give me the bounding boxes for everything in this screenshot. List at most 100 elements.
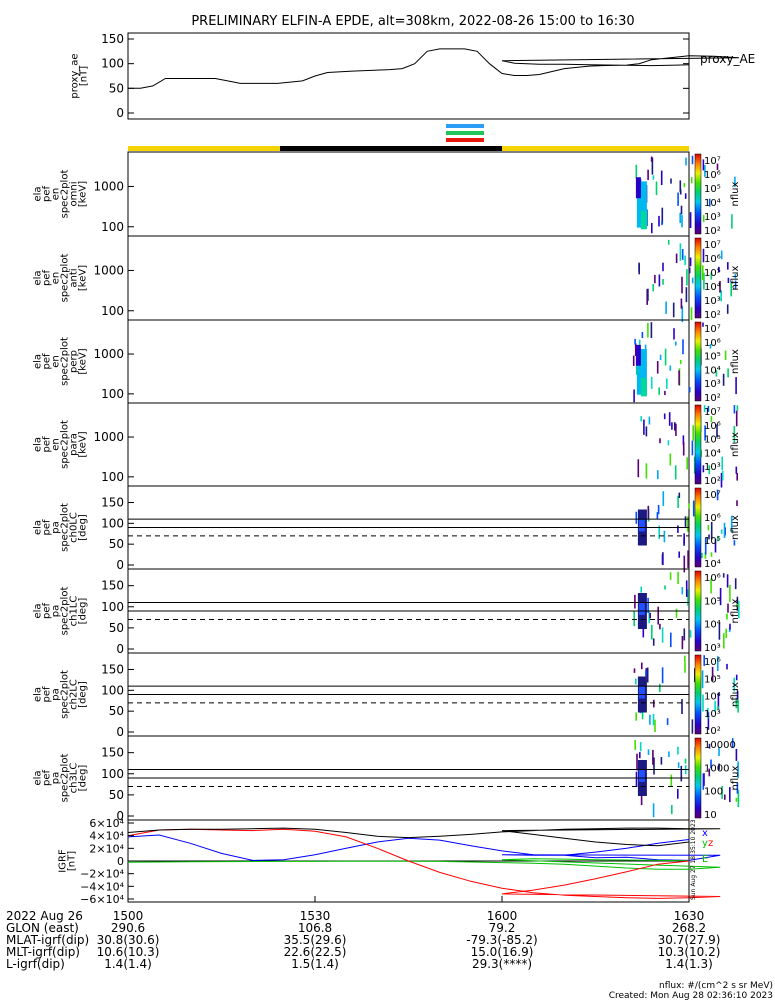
bgrf-tick-label: −4×10⁴: [80, 880, 124, 893]
spectrogram-streak: [677, 762, 680, 768]
spectrogram-streak: [707, 406, 710, 412]
spectrogram-streak: [663, 530, 666, 543]
spectrogram-streak: [703, 272, 705, 290]
x-axis-row-value: 35.5(29.6): [284, 933, 347, 947]
panel-y-label-line-5: [keV]: [78, 431, 89, 457]
spectrogram-streak: [717, 656, 719, 671]
spectrogram-streak: [681, 215, 683, 228]
spectrogram-core: [636, 349, 647, 395]
spectrogram-streak: [737, 761, 739, 779]
spectrogram-streak: [669, 453, 672, 466]
spectrogram-streak: [633, 611, 635, 627]
colorbar-tick-label: 10⁶: [704, 338, 721, 349]
spectrogram-streak: [646, 667, 649, 683]
x-axis-row-value: -79.3(-85.2): [466, 933, 537, 947]
spectrogram-streak: [726, 304, 729, 314]
x-axis-row-value: 30.8(30.6): [97, 933, 160, 947]
panel-tick-label: 50: [109, 704, 124, 718]
panel-y-label-line-1: pef: [42, 686, 53, 703]
spectrogram-streak: [662, 262, 664, 272]
colorbar-tick-label: 10⁶: [704, 170, 721, 181]
panel-tick-label: 1000: [93, 263, 124, 277]
panel-y-label-line-0: ela: [33, 770, 44, 785]
panel-tick-label: 0: [116, 642, 124, 656]
colorbar: [694, 404, 702, 485]
panel-tick-label: 100: [101, 304, 124, 318]
spectrogram-streak: [735, 674, 738, 681]
colorbar-tick-label: 10⁶: [704, 421, 721, 432]
spectrogram-streak: [648, 416, 651, 425]
spectrogram-streak: [675, 608, 678, 618]
spectrogram-streak: [671, 422, 673, 430]
spectrogram-streak: [734, 176, 736, 187]
spectrogram-streak: [733, 425, 736, 443]
panel-y-label-line-0: ela: [33, 687, 44, 702]
spectrogram-streak: [684, 758, 687, 764]
spectrogram-streak: [647, 288, 649, 301]
spectrogram-core: [638, 519, 645, 532]
bgrf-side-note: Sun Aug 27 18:35:10 2023: [690, 819, 697, 900]
spectrogram-streak: [680, 765, 683, 782]
spectrogram-streak: [652, 749, 654, 765]
spectrogram-streak: [708, 198, 711, 207]
spectrogram-core: [635, 344, 641, 366]
spectrogram-streak: [726, 663, 728, 670]
spectrogram-streak: [730, 515, 733, 532]
panel-y-label-line-5: [keV]: [78, 348, 89, 374]
spectrogram-streak: [647, 322, 649, 338]
x-axis-row-label: GLON (east): [6, 921, 79, 935]
spectrogram-streak: [687, 550, 689, 568]
bgrf-line-z: [127, 828, 721, 899]
panel-tick-label: 150: [101, 746, 124, 760]
spectrogram-streak: [677, 746, 679, 755]
colorbar-label: nflux: [730, 265, 741, 290]
spectrogram-streak: [716, 163, 719, 170]
spectrogram-streak: [645, 670, 647, 676]
spectrogram-streak: [634, 338, 636, 345]
spectrogram-streak: [659, 623, 661, 630]
spectrogram-streak: [735, 748, 738, 761]
spectrogram-streak: [727, 368, 729, 378]
spectrogram-streak: [684, 255, 686, 266]
spectrogram-streak: [738, 600, 740, 619]
spectrogram-streak: [703, 405, 706, 413]
spectrogram-streak: [706, 711, 709, 717]
x-axis-info-rows: 2022 Aug 26 1500 1530 1600 1630 GLON (east) 29…: [6, 896, 720, 971]
panel-y-label-line-4: perp: [69, 350, 80, 373]
spectrogram-core: [640, 378, 647, 397]
spectrogram-streak: [641, 662, 643, 670]
x-axis-row-value: 1500: [113, 909, 144, 923]
spectrogram-streak: [707, 525, 710, 531]
spectrogram-streak: [652, 638, 655, 646]
x-axis-row-label: 2022 Aug 26: [6, 909, 83, 923]
spectrogram-streak: [658, 387, 660, 395]
colorbar-tick-label: 10⁶: [704, 657, 721, 668]
colorbar-tick-label: 10⁶: [704, 573, 721, 584]
spectrogram-streak: [681, 305, 684, 323]
panel-y-label-line-2: pa: [51, 688, 62, 700]
panel-y-label-line-2: en: [51, 355, 62, 368]
spectrogram-streak: [658, 274, 661, 287]
panel-y-label-line-1: pef: [42, 270, 53, 287]
spectrogram-streak: [686, 457, 688, 470]
spectrogram-streak: [685, 157, 687, 166]
spectrogram-streak: [652, 175, 655, 180]
colorbar: [694, 487, 702, 568]
spectrogram-streak: [673, 328, 675, 340]
spectrogram-streak: [661, 221, 663, 226]
spectrogram-streak: [682, 339, 684, 355]
x-axis-row-value: 1.5(1.4): [291, 957, 339, 971]
spectrogram-streak: [643, 419, 645, 435]
spectrogram-streak: [710, 272, 713, 280]
spectrogram-streak: [657, 606, 659, 625]
panel-y-label-line-5: [deg]: [78, 765, 89, 792]
spectrogram-streak: [635, 712, 637, 721]
spectrogram-streak: [633, 668, 636, 673]
panel-frame: [127, 319, 690, 404]
panel-tick-label: 150: [101, 663, 124, 677]
proxy-ae-y-label-line-0: proxy_ae: [70, 53, 81, 98]
bgrf-legend-x: x: [702, 828, 708, 839]
spectrogram-streak: [689, 257, 692, 267]
